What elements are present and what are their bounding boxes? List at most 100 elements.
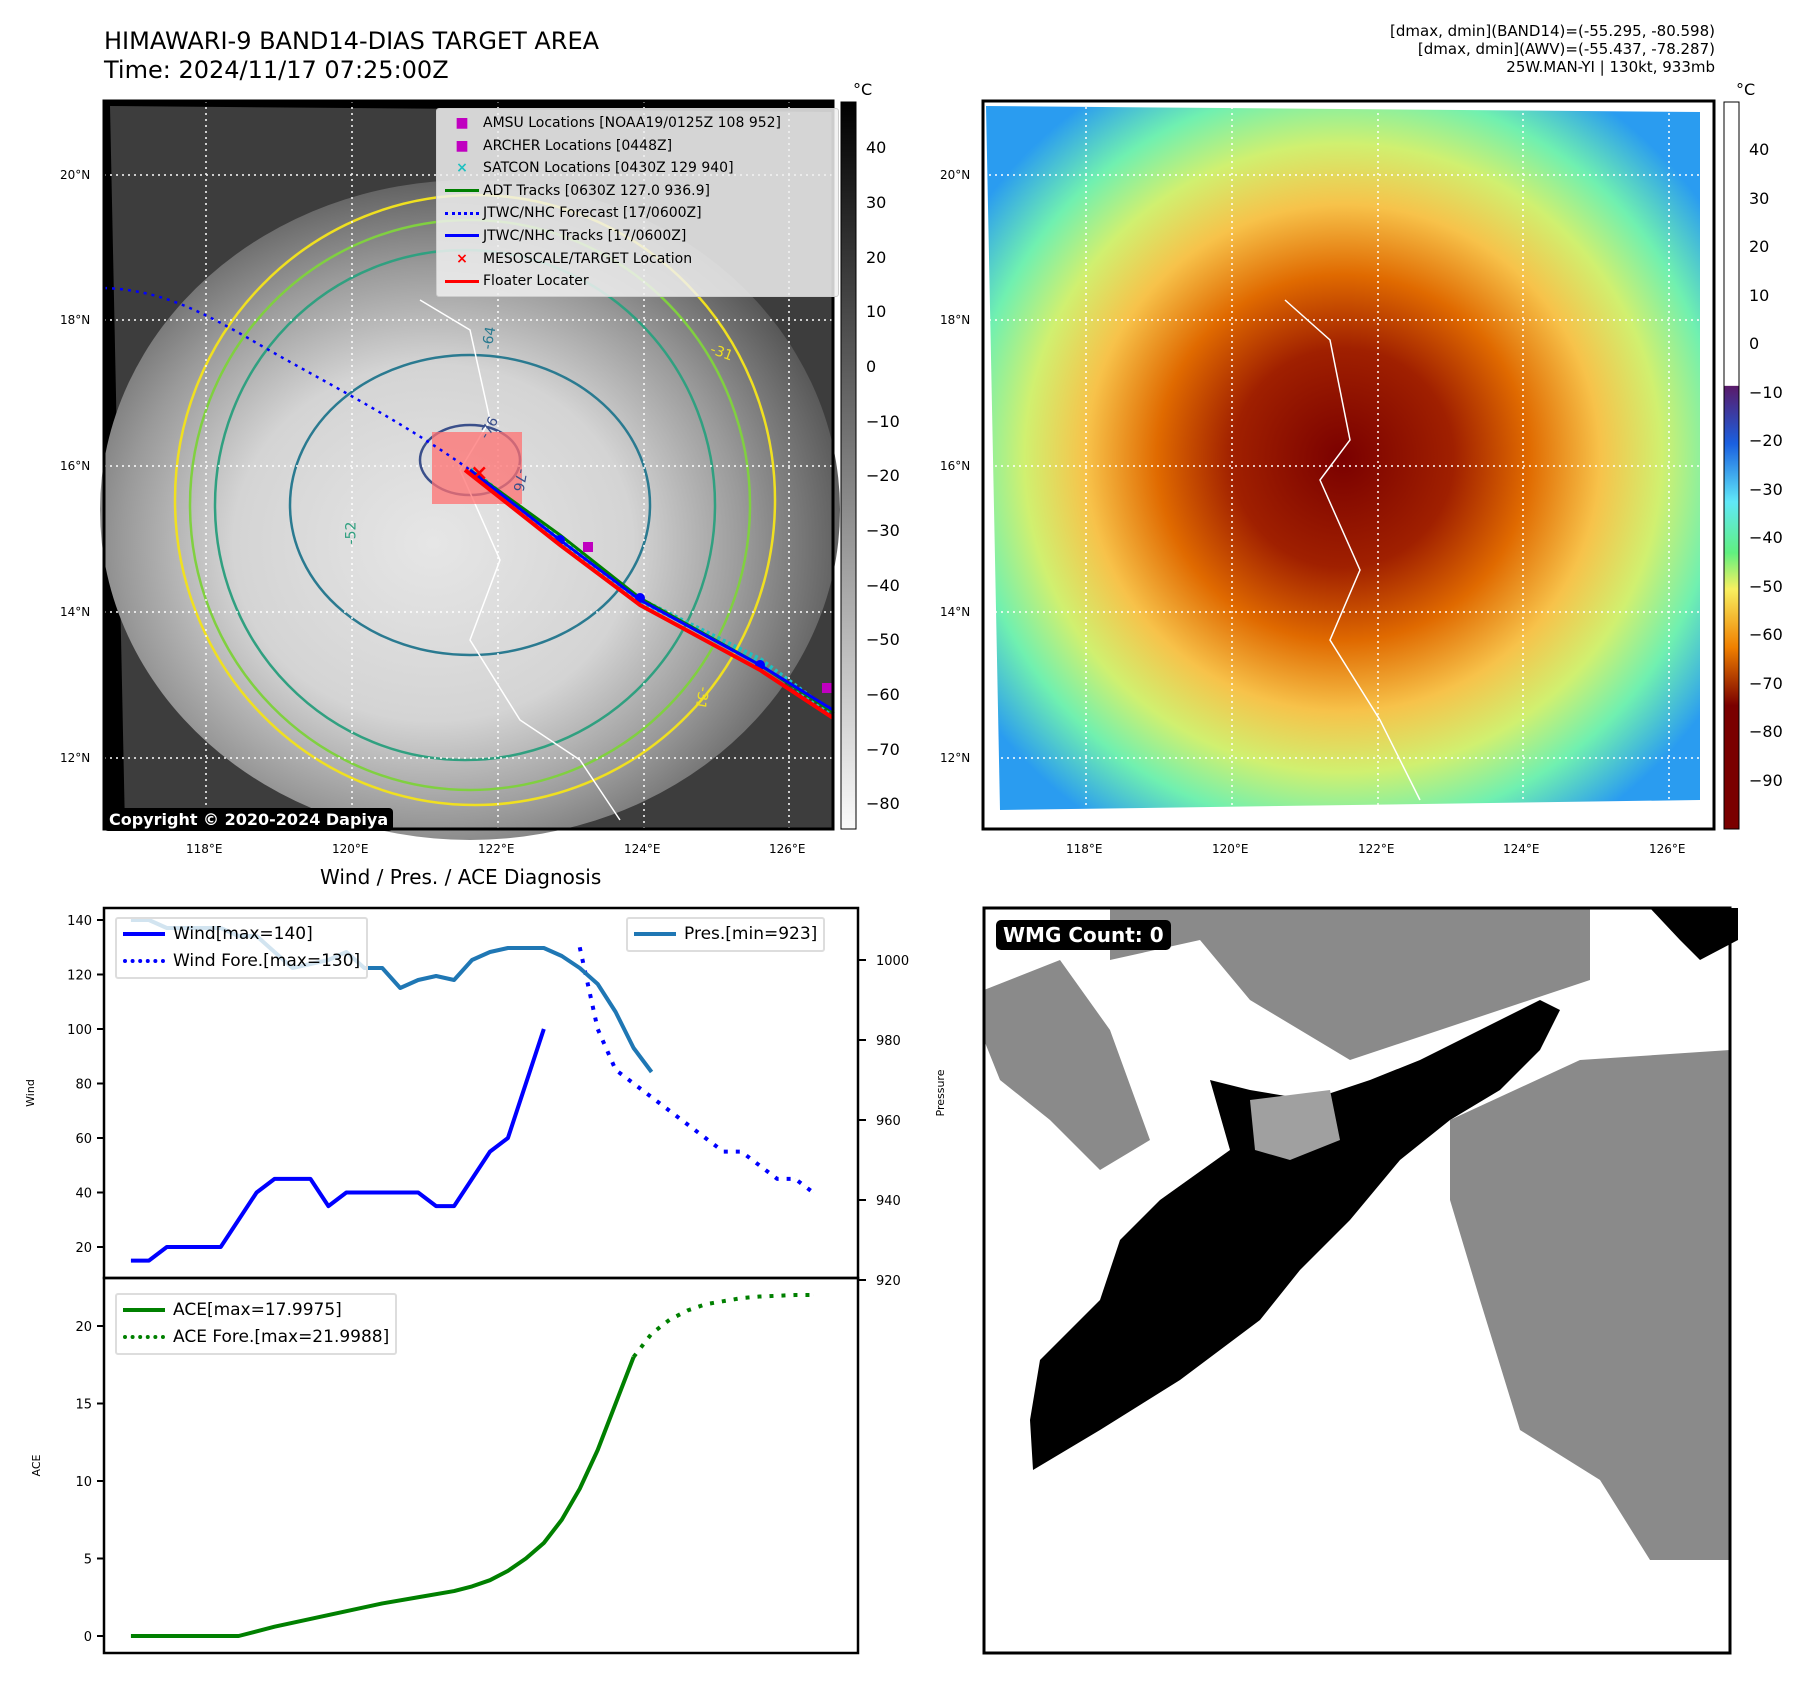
square-marker-icon: ■ <box>455 137 469 154</box>
lat-tick: 20°N <box>60 168 91 182</box>
line-marker-icon <box>123 932 165 936</box>
amsu-location <box>822 683 832 693</box>
legend-jtwc-tracks: JTWC/NHC Tracks [17/0600Z] <box>441 225 834 248</box>
copyright-label: Copyright © 2020-2024 Dapiya <box>104 808 394 831</box>
colorbar-tick: −80 <box>1749 722 1783 742</box>
x-marker-icon: × <box>456 160 468 177</box>
y-tick-label: 120 <box>67 969 92 984</box>
right-colorbar <box>1723 101 1740 830</box>
colorbar-tick: −40 <box>1749 528 1783 548</box>
series-line <box>130 1356 636 1638</box>
ace-legend: ACE[max=17.9975] ACE Fore.[max=21.9988] <box>115 1293 398 1355</box>
lat-tick: 16°N <box>60 459 91 473</box>
y-tick-label: 60 <box>75 1132 92 1147</box>
y-tick-label: 140 <box>67 914 92 929</box>
wind-axis-label: Wind <box>24 1079 37 1107</box>
lon-tick: 124°E <box>1503 842 1540 856</box>
series-line <box>632 1293 814 1359</box>
line-marker-icon <box>634 932 676 936</box>
lon-tick: 126°E <box>1649 842 1686 856</box>
colorbar-tick: −20 <box>1749 431 1783 451</box>
lon-tick: 118°E <box>186 842 223 856</box>
colorbar-tick: 30 <box>1749 188 1770 208</box>
colorbar-tick: −30 <box>1749 479 1783 499</box>
info-band14: [dmax, dmin](BAND14)=(-55.295, -80.598) <box>1390 22 1715 40</box>
coastline <box>1284 299 1421 801</box>
colorbar-unit: °C <box>853 80 873 99</box>
dotted-line-icon <box>441 211 483 215</box>
lon-tick: 122°E <box>1358 842 1395 856</box>
colorbar-tick: 10 <box>1749 285 1770 305</box>
colorbar-tick: −40 <box>866 575 900 595</box>
target-area-box <box>432 432 522 504</box>
y-tick-label: 20 <box>75 1241 92 1256</box>
colorbar-tick: −20 <box>866 466 900 486</box>
floater-locater-track <box>463 468 835 720</box>
title-line-2: Time: 2024/11/17 07:25:00Z <box>104 56 449 84</box>
pressure-legend: Pres.[min=923] <box>626 917 826 952</box>
left-colorbar <box>840 101 857 830</box>
lat-tick: 18°N <box>60 313 91 327</box>
lat-tick: 12°N <box>940 751 971 765</box>
lat-tick: 16°N <box>940 459 971 473</box>
colorbar-tick: 0 <box>1749 334 1760 354</box>
legend-satcon: × SATCON Locations [0430Z 129 940] <box>441 157 834 180</box>
y-tick-label: 80 <box>75 1078 92 1093</box>
contour-64 <box>288 353 652 657</box>
wind-legend: Wind[max=140] Wind Fore.[max=130] <box>115 917 369 979</box>
line-marker-icon <box>123 1308 165 1312</box>
lon-tick: 122°E <box>478 842 515 856</box>
lon-tick: 120°E <box>1212 842 1249 856</box>
y-tick-label: 100 <box>67 1023 92 1038</box>
y-tick-label: 15 <box>75 1398 92 1413</box>
legend-wind: Wind[max=140] <box>123 921 360 948</box>
colorbar-unit: °C <box>1736 80 1756 99</box>
colorbar-tick: −60 <box>866 685 900 705</box>
colorbar-tick: −50 <box>866 630 900 650</box>
legend-amsu: ■ AMSU Locations [NOAA19/0125Z 108 952] <box>441 112 834 135</box>
series-line <box>130 1028 546 1263</box>
jtwc-forecast-track <box>103 286 471 472</box>
lat-tick: 20°N <box>940 168 971 182</box>
mesoscale-target-marker: × <box>470 461 488 486</box>
colorbar-tick: −50 <box>1749 576 1783 596</box>
lat-tick: 12°N <box>60 751 91 765</box>
y2-tick-label: 980 <box>876 1034 901 1049</box>
lon-tick: 124°E <box>624 842 661 856</box>
y-tick-label: 10 <box>75 1475 92 1490</box>
y-tick-label: 40 <box>75 1187 92 1202</box>
x-marker-icon: × <box>456 250 468 267</box>
lon-tick: 120°E <box>332 842 369 856</box>
colorbar-tick: −80 <box>866 794 900 814</box>
colorbar-tick: 30 <box>866 193 887 213</box>
legend-ace-forecast: ACE Fore.[max=21.9988] <box>123 1324 389 1351</box>
colorbar-tick: −10 <box>866 411 900 431</box>
dotted-line-icon <box>123 959 165 963</box>
colorbar-tick: −70 <box>866 739 900 759</box>
ace-axis-label: ACE <box>30 1454 43 1476</box>
colorbar-tick: −60 <box>1749 625 1783 645</box>
dotted-line-icon <box>123 1335 165 1339</box>
legend-ace: ACE[max=17.9975] <box>123 1297 389 1324</box>
lat-tick: 14°N <box>940 605 971 619</box>
line-marker-icon <box>441 189 483 193</box>
info-block: [dmax, dmin](BAND14)=(-55.295, -80.598) … <box>1390 22 1715 76</box>
y2-tick-label: 1000 <box>876 954 909 969</box>
contour-label: -52 <box>343 521 360 545</box>
square-marker-icon: ■ <box>455 115 469 131</box>
archer-location <box>583 542 593 552</box>
wmg-panel <box>982 906 1738 1655</box>
y-tick-label: 5 <box>84 1553 92 1568</box>
y2-tick-label: 960 <box>876 1114 901 1129</box>
info-storm: 25W.MAN-YI | 130kt, 933mb <box>1506 58 1715 76</box>
legend-mesoscale: × MESOSCALE/TARGET Location <box>441 248 834 271</box>
colorbar-tick: −30 <box>866 521 900 541</box>
title-line-1: HIMAWARI-9 BAND14-DIAS TARGET AREA <box>104 27 600 55</box>
colorbar-tick: −10 <box>1749 382 1783 402</box>
legend-adt: ADT Tracks [0630Z 127.0 936.9] <box>441 180 834 203</box>
legend-wind-forecast: Wind Fore.[max=130] <box>123 948 360 975</box>
legend-archer: ■ ARCHER Locations [0448Z] <box>441 135 834 158</box>
pressure-axis-label: Pressure <box>934 1069 947 1116</box>
lon-tick: 118°E <box>1066 842 1103 856</box>
colorbar-tick: −70 <box>1749 673 1783 693</box>
